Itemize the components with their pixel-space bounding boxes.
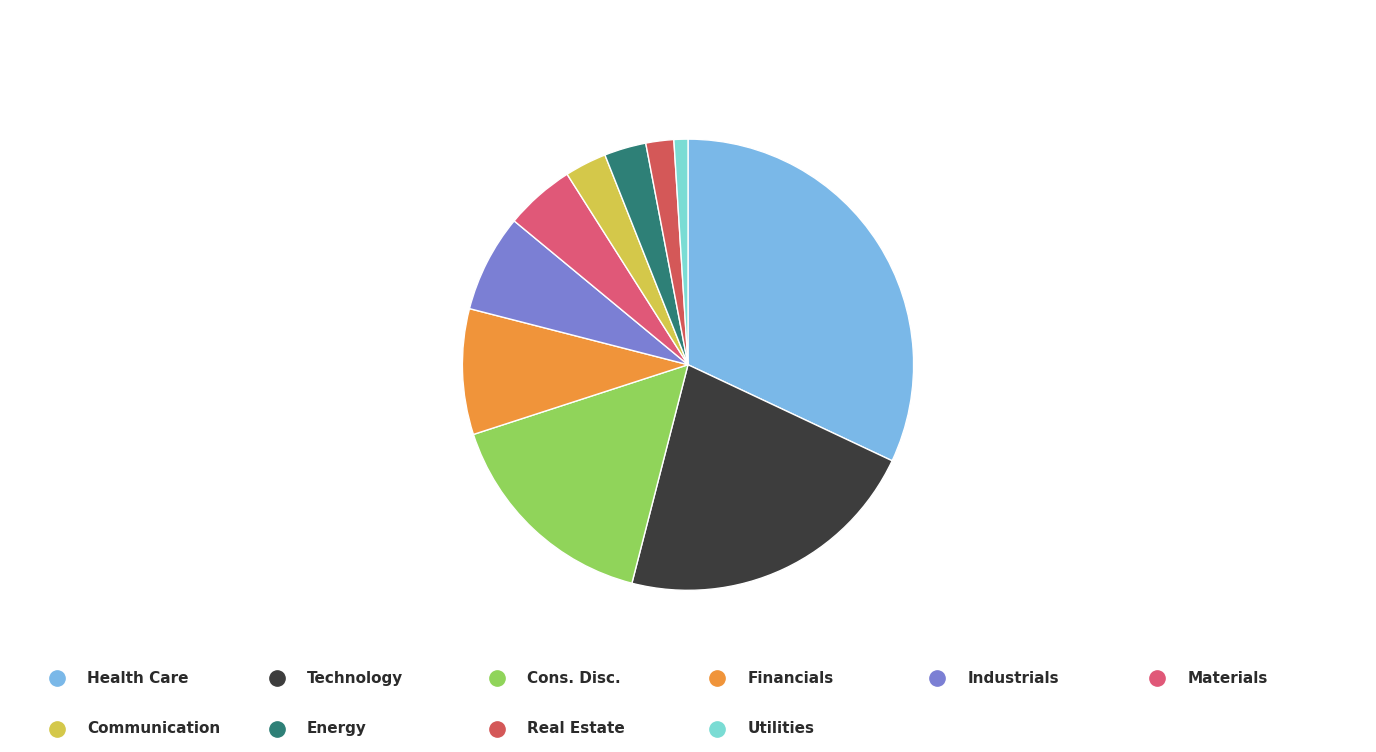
Text: Technology: Technology — [307, 671, 403, 686]
Wedge shape — [515, 174, 688, 365]
Wedge shape — [688, 139, 914, 461]
Wedge shape — [674, 139, 688, 365]
Text: Cons. Disc.: Cons. Disc. — [527, 671, 621, 686]
Wedge shape — [469, 221, 688, 365]
Text: Health Care is the Most Active Sector in the Last 12 Months: Health Care is the Most Active Sector in… — [197, 27, 1179, 55]
Text: Energy: Energy — [307, 721, 367, 736]
Wedge shape — [645, 140, 688, 365]
Wedge shape — [567, 155, 688, 365]
Wedge shape — [473, 365, 688, 584]
Wedge shape — [462, 308, 688, 435]
Text: Materials: Materials — [1187, 671, 1269, 686]
Text: Financials: Financials — [747, 671, 834, 686]
Text: Communication: Communication — [87, 721, 220, 736]
Text: Health Care: Health Care — [87, 671, 189, 686]
Text: Real Estate: Real Estate — [527, 721, 625, 736]
Text: Industrials: Industrials — [967, 671, 1060, 686]
Text: Utilities: Utilities — [747, 721, 815, 736]
Wedge shape — [605, 143, 688, 365]
Wedge shape — [632, 365, 892, 590]
